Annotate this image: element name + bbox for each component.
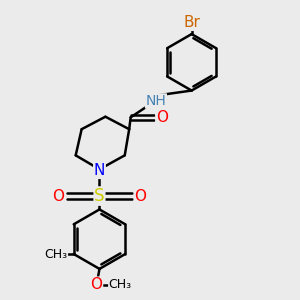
Text: Br: Br	[183, 15, 200, 30]
Text: CH₃: CH₃	[44, 248, 68, 260]
Text: CH₃: CH₃	[109, 278, 132, 291]
Text: O: O	[52, 189, 64, 204]
Text: O: O	[91, 277, 103, 292]
Text: N: N	[94, 163, 105, 178]
Text: O: O	[134, 189, 146, 204]
Text: NH: NH	[146, 94, 166, 108]
Text: O: O	[156, 110, 168, 125]
Text: S: S	[94, 187, 105, 205]
